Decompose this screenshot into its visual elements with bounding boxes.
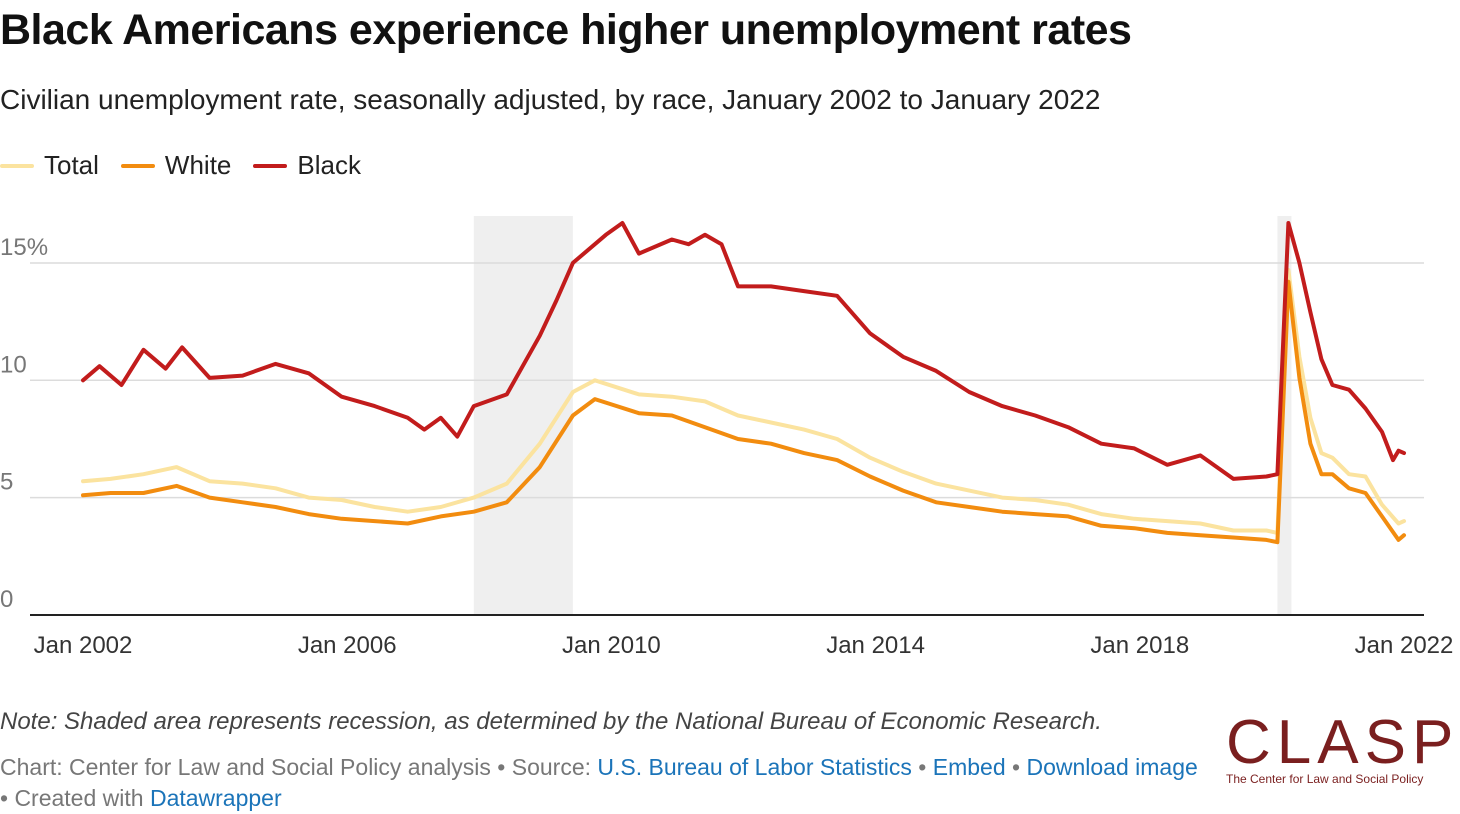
legend-label-total: Total xyxy=(44,150,99,180)
logo-wordmark: CLASP xyxy=(1226,708,1460,777)
y-tick-label-10: 10 xyxy=(0,351,27,378)
x-tick-label-jan-2018: Jan 2018 xyxy=(1090,632,1189,659)
x-tick-label-jan-2014: Jan 2014 xyxy=(826,632,925,659)
legend-swatch-black xyxy=(253,163,288,168)
credit-chart-by: Chart: Center for Law and Social Policy … xyxy=(0,754,491,780)
legend-item-white: White xyxy=(120,150,232,181)
clasp-logo: CLASP The Center for Law and Social Poli… xyxy=(1226,708,1460,787)
legend-swatch-white xyxy=(120,163,155,168)
y-tick-label-0: 0 xyxy=(0,586,13,613)
legend-label-white: White xyxy=(164,150,232,180)
download-image-link[interactable]: Download image xyxy=(1026,754,1198,780)
line-chart: 0 5 10 15% Jan 2002 Jan 2006 Jan 2010 Jan 2014 J… xyxy=(0,216,1454,659)
credit-sep-download: • xyxy=(1005,754,1027,780)
series-line-black xyxy=(81,221,1406,481)
logo-tagline: The Center for Law and Social Policy xyxy=(1226,772,1424,786)
x-tick-label-jan-2010: Jan 2010 xyxy=(562,632,661,659)
y-tick-label-5: 5 xyxy=(0,469,13,496)
datawrapper-link[interactable]: Datawrapper xyxy=(149,785,282,811)
embed-link[interactable]: Embed xyxy=(932,754,1006,780)
credit-sep-tool: • Created with xyxy=(0,785,150,811)
legend-swatch-total xyxy=(0,163,34,168)
x-tick-label-jan-2006: Jan 2006 xyxy=(298,632,397,659)
source-link[interactable]: U.S. Bureau of Labor Statistics xyxy=(597,754,912,780)
legend: Total White Black xyxy=(0,150,383,181)
x-tick-label-jan-2022: Jan 2022 xyxy=(1355,632,1454,659)
legend-item-total: Total xyxy=(0,150,99,181)
chart-subtitle: Civilian unemployment rate, seasonally a… xyxy=(0,84,1101,115)
credits: Chart: Center for Law and Social Policy … xyxy=(0,752,1200,814)
legend-item-black: Black xyxy=(253,150,361,181)
y-tick-label-15: 15% xyxy=(0,234,48,261)
chart-note: Note: Shaded area represents recession, … xyxy=(0,708,1102,735)
series-line-total xyxy=(81,268,1406,535)
credit-sep-embed: • xyxy=(911,754,933,780)
chart-title: Black Americans experience higher unempl… xyxy=(0,6,1132,54)
series-line-white xyxy=(81,279,1406,545)
legend-label-black: Black xyxy=(297,150,361,180)
x-tick-label-jan-2002: Jan 2002 xyxy=(34,632,133,659)
credit-sep-source: • Source: xyxy=(490,754,598,780)
